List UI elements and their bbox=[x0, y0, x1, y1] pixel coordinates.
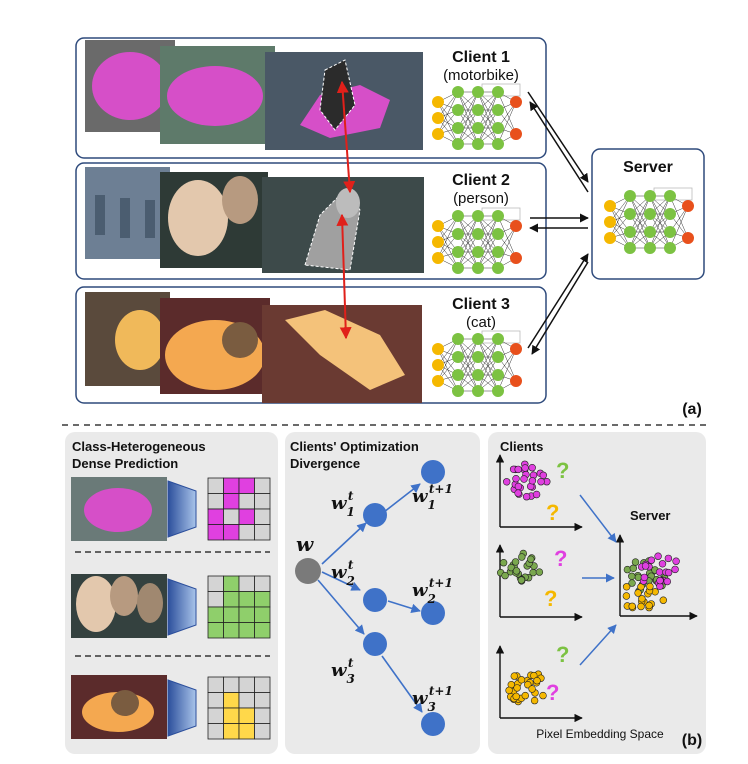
prediction-grid-3 bbox=[207, 676, 271, 740]
panel2-title-line2: Divergence bbox=[290, 456, 360, 471]
question-mark-green-1: ? bbox=[556, 458, 569, 483]
client-2-box: Client 2 (person) bbox=[75, 162, 547, 280]
embedding-axes bbox=[495, 454, 698, 723]
client-3-title: Client 3 bbox=[452, 296, 510, 313]
w1t1-label: w1t+1 bbox=[412, 482, 453, 512]
encoder-funnel-3 bbox=[167, 679, 197, 737]
w1t-node bbox=[363, 503, 387, 527]
encoder-funnel-1 bbox=[167, 480, 197, 538]
prediction-grid-1 bbox=[207, 477, 271, 541]
embedding-space-label: Pixel Embedding Space bbox=[536, 727, 664, 741]
w2t1-node bbox=[421, 601, 445, 625]
red-arrow-2-3 bbox=[336, 213, 352, 340]
question-mark-magenta-2: ? bbox=[554, 546, 567, 571]
client-1-network bbox=[432, 83, 522, 150]
server-network bbox=[604, 187, 694, 254]
panel2-title-line1: Clients' Optimization bbox=[290, 439, 419, 454]
server-cluster-yellow bbox=[622, 582, 667, 612]
client-3-box: Client 3 (cat) bbox=[75, 286, 547, 404]
client-2-network bbox=[432, 207, 522, 274]
w3t-node bbox=[363, 632, 387, 656]
w-label: w bbox=[296, 532, 314, 556]
w3t1-node bbox=[421, 712, 445, 736]
w2t-label: w2t bbox=[331, 558, 355, 588]
prediction-grid-2 bbox=[207, 575, 271, 639]
client-1-title: Client 1 bbox=[452, 49, 510, 66]
client-1-class: (motorbike) bbox=[443, 67, 519, 84]
server-box: Server bbox=[591, 148, 705, 280]
w1t1-node bbox=[421, 460, 445, 484]
client-3-network bbox=[432, 330, 522, 397]
w3t1-label: w3t+1 bbox=[412, 684, 453, 714]
client-server-arrows bbox=[527, 91, 589, 355]
panel-optimization-divergence: Clients' Optimization Divergence w w1t w… bbox=[285, 432, 480, 754]
client-2-images bbox=[85, 167, 424, 273]
client-2-class: (person) bbox=[453, 190, 509, 207]
panel3-clients-label: Clients bbox=[500, 439, 543, 454]
server-cluster-magenta bbox=[637, 552, 680, 590]
server-title: Server bbox=[623, 159, 673, 176]
red-arrow-1-2 bbox=[336, 80, 356, 194]
panel1-title-line2: Dense Prediction bbox=[72, 456, 178, 471]
client1-cluster bbox=[503, 460, 551, 501]
part-a-label: (a) bbox=[682, 401, 702, 418]
client3-cluster bbox=[505, 670, 547, 706]
client-2-title: Client 2 bbox=[452, 172, 510, 189]
part-b-label: (b) bbox=[682, 732, 702, 749]
question-mark-magenta-3: ? bbox=[546, 680, 559, 705]
client-3-images bbox=[85, 292, 422, 403]
panel-embedding-space: Clients Server ? ? ? ? ? ? Pixel Emb bbox=[488, 432, 706, 754]
encoder-funnel-2 bbox=[167, 578, 197, 636]
client2-cluster bbox=[497, 549, 544, 585]
initial-weight-node bbox=[295, 558, 321, 584]
client-1-box: Client 1 (motorbike) bbox=[75, 37, 547, 159]
w3t-label: w3t bbox=[331, 656, 355, 686]
w1t-label: w1t bbox=[331, 489, 355, 519]
question-mark-green-3: ? bbox=[556, 642, 569, 667]
w2t-node bbox=[363, 588, 387, 612]
question-mark-yellow-1: ? bbox=[546, 500, 559, 525]
client-3-class: (cat) bbox=[466, 314, 496, 331]
question-mark-yellow-2: ? bbox=[544, 586, 557, 611]
w2t1-label: w2t+1 bbox=[412, 576, 453, 606]
panel-dense-prediction: Class-Heterogeneous Dense Prediction bbox=[65, 432, 278, 754]
panel3-server-label: Server bbox=[630, 508, 670, 523]
panel1-title-line1: Class-Heterogeneous bbox=[72, 439, 206, 454]
